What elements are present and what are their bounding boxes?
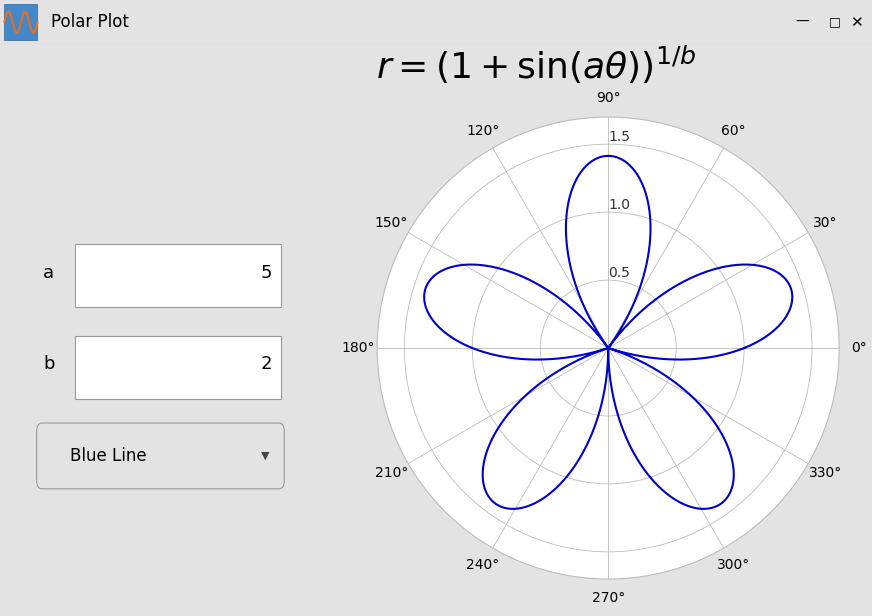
FancyBboxPatch shape [4,4,37,40]
Text: ▼: ▼ [261,451,269,461]
Text: ✕: ✕ [850,15,863,30]
Text: $r = (1 + \sin(a\theta))^{1/b}$: $r = (1 + \sin(a\theta))^{1/b}$ [376,44,697,86]
Text: □: □ [828,15,841,29]
Text: 2: 2 [261,355,272,373]
Text: —: — [795,15,809,29]
FancyBboxPatch shape [75,336,281,399]
Text: b: b [43,355,55,373]
Text: Polar Plot: Polar Plot [51,13,128,31]
Text: Blue Line: Blue Line [70,447,146,465]
FancyBboxPatch shape [75,245,281,307]
Text: a: a [44,264,54,282]
FancyBboxPatch shape [37,423,284,489]
Text: 5: 5 [261,264,272,282]
